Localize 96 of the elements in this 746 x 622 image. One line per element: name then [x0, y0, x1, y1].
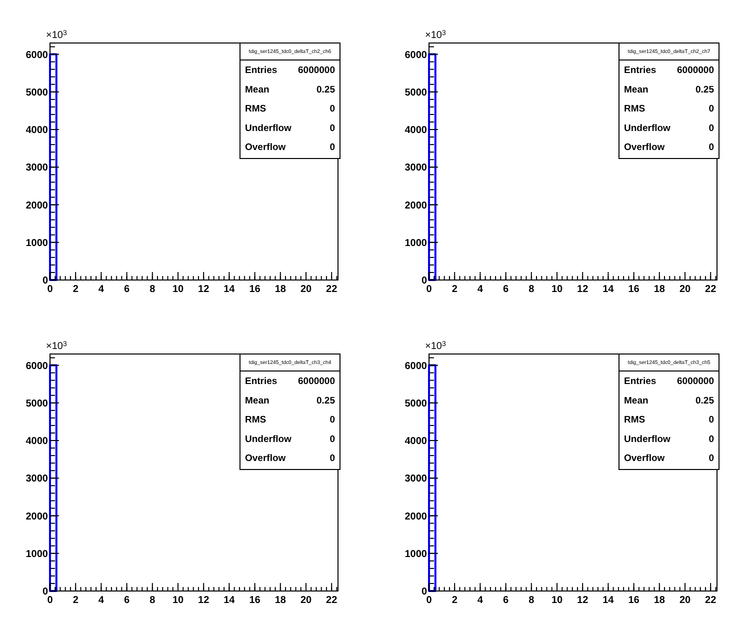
text: Mean 0.25 — [245, 395, 335, 406]
text: Underflow 0 — [624, 434, 714, 445]
y-tick-label: 2000 — [404, 200, 428, 212]
y-axis-title: ×10$^{3}$ — [425, 30, 446, 41]
text: Mean 0.25 — [245, 84, 335, 96]
text: Entries 6000000 — [624, 64, 714, 76]
x-tick-label: 2 — [452, 284, 458, 295]
x-tick-label: 6 — [503, 595, 510, 606]
text: Overflow 0 — [245, 142, 335, 154]
x-tick-label: 6 — [124, 284, 130, 295]
x-tick-label: 10 — [551, 284, 563, 295]
y-tick-label: 0 — [42, 276, 48, 286]
text: Mean 0.25 — [624, 395, 714, 406]
x-tick-label: 20 — [679, 284, 691, 295]
text: Entries 6000000 — [624, 376, 714, 387]
text: RMS 0 — [245, 414, 335, 426]
y-tick-label: 2000 — [26, 200, 48, 212]
text: Underflow 0 — [245, 122, 335, 134]
x-tick-label: 12 — [577, 595, 589, 606]
y-tick-label: 0 — [42, 586, 48, 598]
text: Overflow 0 — [624, 453, 714, 464]
x-tick-label: 18 — [654, 595, 666, 606]
y-tick-label: 0 — [421, 276, 428, 286]
y-tick-label: 1000 — [404, 548, 428, 560]
y-axis-title: ×10$^{3}$ — [46, 340, 67, 352]
x-tick-label: 8 — [528, 284, 535, 295]
text: Mean 0.25 — [624, 84, 714, 96]
y-axis-title: ×10$^{3}$ — [46, 30, 67, 41]
y-tick-label: 3000 — [404, 474, 428, 485]
y-tick-label: 5000 — [26, 398, 48, 410]
x-tick-label: 22 — [326, 284, 338, 295]
x-tick-label: 4 — [98, 284, 104, 295]
x-tick-label: 16 — [249, 284, 261, 295]
y-tick-label: 5000 — [404, 87, 428, 98]
text: RMS 0 — [624, 414, 714, 426]
y-tick-label: 4000 — [26, 436, 48, 448]
y-tick-label: 4000 — [404, 436, 428, 448]
x-tick-label: 20 — [300, 595, 312, 606]
x-tick-label: 20 — [679, 595, 691, 606]
y-axis-title: ×10$^{3}$ — [425, 340, 446, 352]
x-tick-label: 18 — [654, 284, 666, 295]
x-tick-label: 12 — [198, 595, 210, 606]
y-tick-label: 6000 — [26, 360, 48, 372]
text: Underflow 0 — [245, 434, 335, 445]
x-tick-label: 6 — [503, 284, 510, 295]
x-tick-label: 16 — [628, 284, 640, 295]
y-tick-label: 1000 — [26, 548, 48, 560]
x-tick-label: 14 — [602, 595, 614, 606]
x-tick-label: 2 — [452, 595, 458, 606]
text: Overflow 0 — [624, 142, 714, 154]
x-tick-label: 10 — [551, 595, 563, 606]
y-tick-label: 1000 — [26, 238, 48, 249]
y-tick-label: 6000 — [404, 50, 428, 61]
text: Entries 6000000 — [245, 64, 335, 76]
x-tick-label: 4 — [477, 284, 484, 295]
y-tick-label: 0 — [421, 586, 428, 598]
y-tick-label: 4000 — [404, 125, 428, 136]
x-tick-label: 16 — [249, 595, 261, 606]
x-tick-label: 12 — [577, 284, 589, 295]
y-tick-label: 3000 — [26, 474, 48, 485]
y-tick-label: 3000 — [26, 162, 48, 174]
x-tick-label: 14 — [602, 284, 614, 295]
x-tick-label: 22 — [705, 284, 717, 295]
y-tick-label: 4000 — [26, 125, 48, 136]
x-tick-label: 22 — [705, 595, 717, 606]
y-tick-label: 2000 — [26, 511, 48, 522]
x-tick-label: 12 — [198, 284, 210, 295]
y-tick-label: 2000 — [404, 511, 428, 522]
text: Underflow 0 — [624, 122, 714, 134]
x-tick-label: 14 — [224, 284, 236, 295]
x-tick-label: 18 — [274, 284, 286, 295]
y-tick-label: 6000 — [404, 360, 428, 372]
text: Overflow 0 — [245, 453, 335, 464]
x-tick-label: 8 — [528, 595, 535, 606]
x-tick-label: 2 — [72, 595, 79, 606]
y-tick-label: 5000 — [26, 87, 48, 98]
x-tick-label: 18 — [274, 595, 286, 606]
x-tick-label: 4 — [477, 595, 484, 606]
x-tick-label: 10 — [172, 284, 184, 295]
y-tick-label: 5000 — [404, 398, 428, 410]
x-tick-label: 8 — [150, 284, 156, 295]
x-tick-label: 16 — [628, 595, 640, 606]
y-tick-label: 6000 — [26, 50, 48, 61]
x-tick-label: 22 — [326, 595, 338, 606]
text: RMS 0 — [624, 104, 714, 115]
x-tick-label: 4 — [98, 595, 104, 606]
text: RMS 0 — [245, 104, 335, 115]
x-tick-label: 14 — [224, 595, 236, 606]
x-tick-label: 20 — [300, 284, 312, 295]
text: Entries 6000000 — [245, 376, 335, 387]
y-tick-label: 3000 — [404, 162, 428, 174]
x-tick-label: 10 — [172, 595, 184, 606]
x-tick-label: 6 — [124, 595, 130, 606]
y-tick-label: 1000 — [404, 238, 428, 249]
x-tick-label: 2 — [72, 284, 79, 295]
x-tick-label: 8 — [150, 595, 156, 606]
